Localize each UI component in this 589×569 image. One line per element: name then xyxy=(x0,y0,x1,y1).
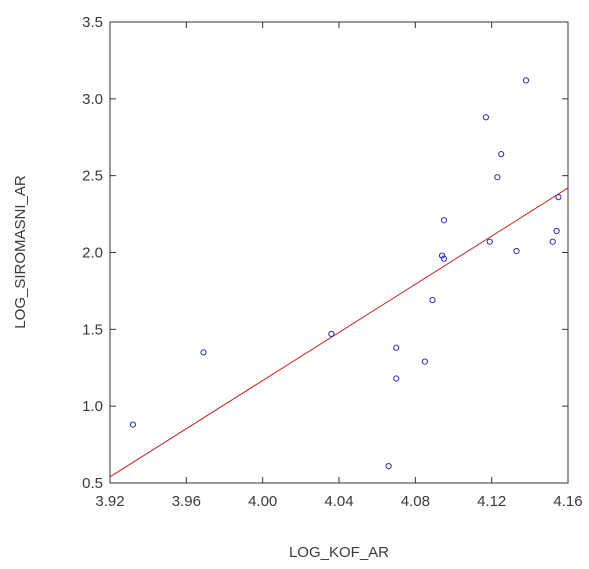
regression-line xyxy=(109,187,569,478)
data-point xyxy=(429,297,436,304)
y-axis-title: LOG_SIROMASNI_AR xyxy=(12,175,29,329)
data-point xyxy=(438,252,446,259)
data-point xyxy=(555,194,562,201)
y-tick-label: 2.0 xyxy=(82,245,103,262)
data-point xyxy=(385,462,392,470)
data-point xyxy=(440,217,448,224)
x-tick-label: 4.08 xyxy=(401,493,430,510)
x-axis-title: LOG_KOF_AR xyxy=(289,544,389,561)
data-point xyxy=(522,77,530,84)
data-point xyxy=(129,421,136,428)
data-point xyxy=(513,247,520,255)
y-tick-label: 1.5 xyxy=(82,321,103,338)
y-tick-label: 3.5 xyxy=(82,14,103,31)
x-tick-label: 3.92 xyxy=(95,493,124,510)
y-tick-label: 0.5 xyxy=(82,475,103,492)
y-tick-label: 3.0 xyxy=(82,91,103,108)
y-tick-label: 1.0 xyxy=(82,398,103,415)
data-point xyxy=(549,238,556,245)
data-point xyxy=(200,349,207,356)
x-tick-label: 3.96 xyxy=(172,493,201,510)
x-tick-label: 4.04 xyxy=(324,493,353,510)
data-point xyxy=(393,344,400,351)
data-point xyxy=(498,151,505,158)
x-tick-label: 4.12 xyxy=(477,493,506,510)
data-point xyxy=(440,255,448,262)
y-tick-label: 2.5 xyxy=(82,168,103,185)
data-point xyxy=(482,114,490,121)
x-tick-label: 4.16 xyxy=(553,493,582,510)
data-point xyxy=(393,375,400,382)
data-points-layer xyxy=(129,77,562,470)
data-point xyxy=(486,238,493,245)
data-point xyxy=(494,174,501,181)
data-point xyxy=(328,330,335,338)
fit-line-layer xyxy=(109,187,569,478)
x-tick-label: 4.00 xyxy=(248,493,277,510)
plot-frame xyxy=(109,21,569,484)
data-point xyxy=(421,358,428,365)
axis-ticks: 3.92 3.96 4.00 4.04 4.08 4.12 4.16 0.5 1.0 1.5 2.0… xyxy=(82,14,582,510)
data-point xyxy=(553,227,560,235)
